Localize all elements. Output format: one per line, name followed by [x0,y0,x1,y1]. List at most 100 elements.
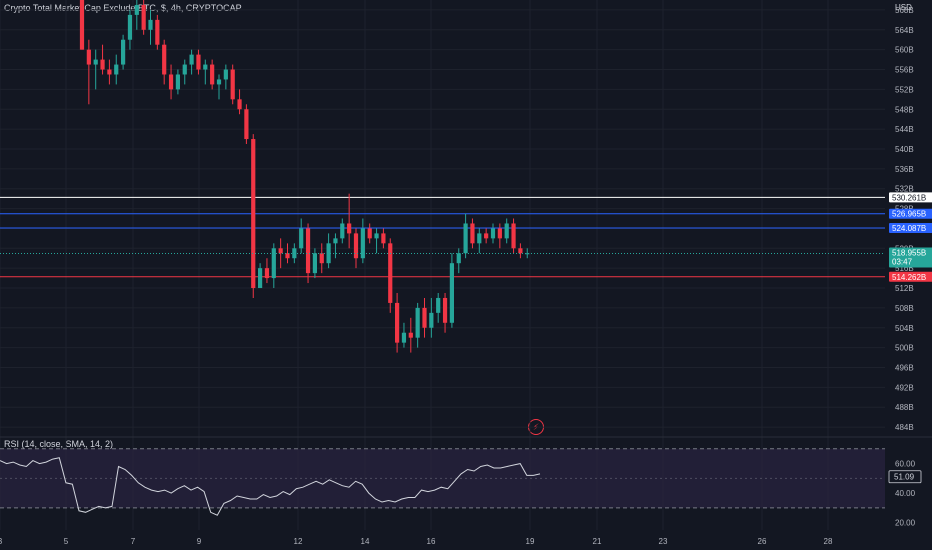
y-tick-label: 492B [895,383,914,392]
candle [333,233,338,259]
candles [79,0,530,353]
y-tick-label: 544B [895,125,914,134]
y-tick-label: 556B [895,66,914,75]
candle [175,69,180,95]
candle [134,0,139,30]
chart-title: Crypto Total Market Cap Exclude BTC, $, … [4,3,242,13]
candle [470,218,475,249]
candle [395,292,400,353]
y-tick-label: 540B [895,145,914,154]
candle-body [251,139,256,289]
candle [319,243,324,274]
candle [353,228,359,269]
candle-body [511,223,516,249]
candle-body [114,64,119,75]
candle [367,223,372,244]
candle-body [415,307,420,338]
rsi-tick-label: 40.00 [895,489,916,498]
candle [210,59,215,90]
level-price-tag-bg [889,208,932,219]
candle [230,64,235,105]
y-tick-label: 508B [895,304,914,313]
candle [381,228,386,249]
candle [408,317,413,353]
candle [107,59,112,85]
candle [141,0,146,35]
candle-body [223,69,228,80]
candle-body [285,253,290,259]
candle-body [155,19,160,45]
candle-body [525,253,530,255]
rsi-value-tag: 51.09 [894,473,915,482]
candle-body [504,223,509,239]
candle-body [395,302,400,343]
candle [299,218,304,254]
candle [168,64,174,100]
candle-body [497,228,502,239]
candle [189,49,194,75]
candle-body [374,233,379,239]
level-price-tag-bg [889,271,932,282]
x-tick-label: 26 [758,537,767,546]
level-price-tag: 530.261B [892,193,926,202]
candle-body [367,228,372,239]
candle [312,248,317,279]
candle-body [121,39,126,65]
candle-body [127,14,133,40]
y-tick-label: 568B [895,6,914,15]
rsi-title: RSI (14, close, SMA, 14, 2) [4,439,114,449]
candle [525,248,530,259]
y-tick-label: 504B [895,324,914,333]
candle-body [182,64,187,75]
candle [155,14,160,50]
x-tick-label: 23 [659,537,668,546]
last-price-tag-bg [889,247,932,268]
candle-body [449,263,454,323]
candle-body [490,228,496,239]
x-tick-label: 21 [593,537,602,546]
candle [93,49,98,90]
candle [251,134,256,298]
candle-body [463,223,468,254]
candle-body [470,223,475,244]
candle-body [381,233,386,244]
candle [511,218,516,254]
candle [121,34,126,70]
candle [182,59,187,85]
y-tick-label: 548B [895,105,914,114]
candle [347,193,352,249]
candle [203,59,208,85]
rsi-line [0,457,541,516]
x-tick-label: 7 [131,537,136,546]
candle-body [326,243,331,264]
candle-body [312,253,317,274]
candle-body [93,59,98,65]
y-tick-label: 512B [895,284,914,293]
candle [429,297,434,338]
y-tick-label: 532B [895,185,914,194]
candle-body [278,248,283,254]
candle-body [319,253,324,264]
candle [196,49,201,75]
x-tick-label: 12 [294,537,303,546]
y-tick-label: 500B [895,344,914,353]
candle-body [175,74,180,90]
candle-body [100,59,105,70]
x-tick-label: 5 [64,537,69,546]
x-tick-label: 19 [526,537,535,546]
candle [326,233,331,269]
candle [244,104,249,145]
candle [497,223,502,249]
candle [340,218,345,244]
candle [360,218,365,264]
rsi-tick-label: 20.00 [895,519,916,528]
y-tick-label: 560B [895,46,914,55]
candle-body [216,79,222,85]
last-price-tag: 518.955B [892,248,926,257]
candle-body [401,332,407,343]
candle [374,228,379,254]
candle [422,297,427,338]
candle-body [436,297,441,313]
candle [148,9,153,45]
